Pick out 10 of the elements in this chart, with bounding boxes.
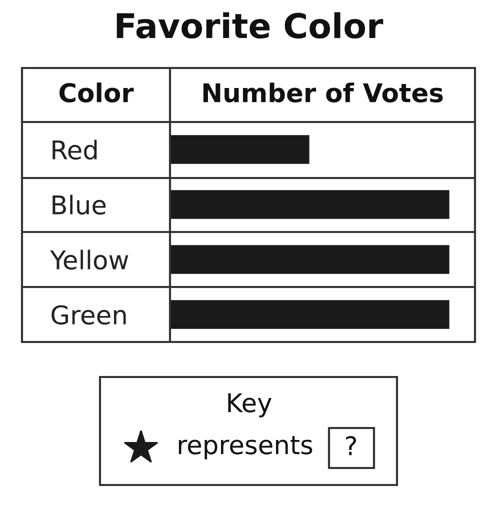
x-axis-title: Number of Votes	[203, 82, 443, 102]
y-tick-label: Yellow	[50, 250, 128, 270]
y-axis-title: Color	[59, 82, 134, 102]
chart-title: Favorite Color	[116, 12, 384, 39]
text: ?	[346, 436, 356, 456]
y-tick-label: Blue	[52, 194, 106, 215]
text: Key	[228, 393, 272, 418]
y-tick-label: Red	[52, 140, 97, 160]
text: represents	[178, 436, 312, 460]
y-tick-label: Green	[52, 305, 126, 325]
